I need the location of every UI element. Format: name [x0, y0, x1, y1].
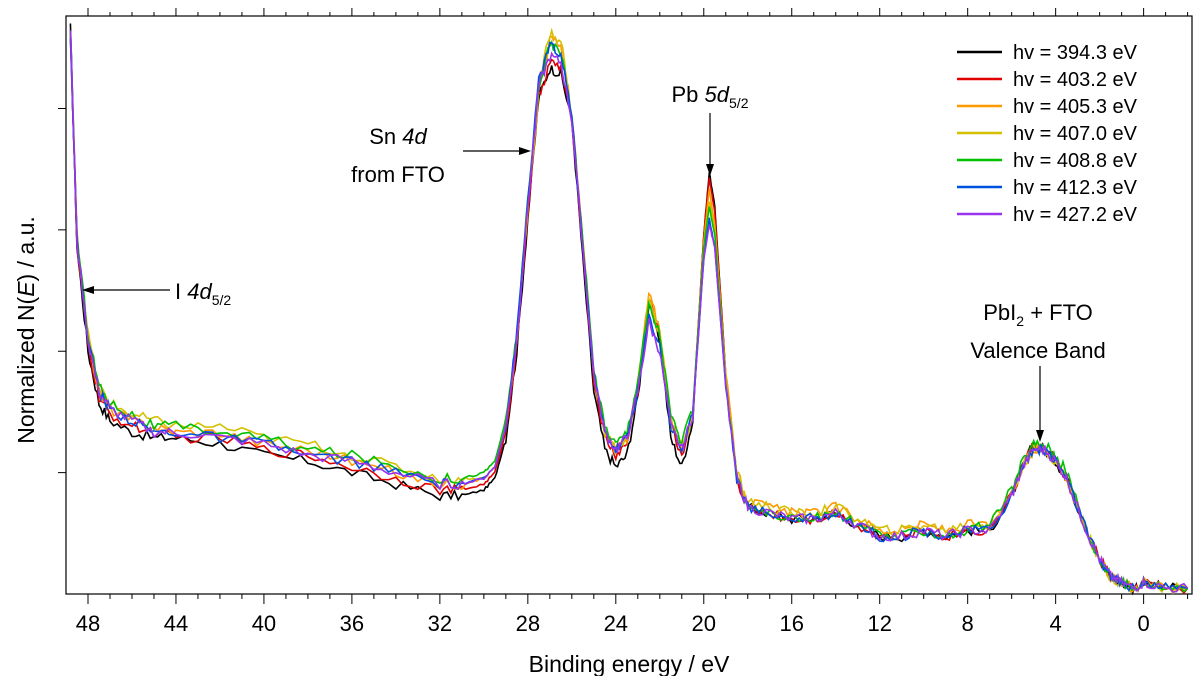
annotation-valence-band: PbI2 + FTO Valence Band — [970, 300, 1105, 442]
x-tick-label: 48 — [76, 611, 100, 636]
x-tick-label: 12 — [867, 611, 891, 636]
y-axis-title: Normalized N(E) / a.u. — [13, 216, 39, 444]
annotation-i-label: I 4d5/2 — [175, 279, 231, 308]
annotation-pb-arrowhead — [706, 164, 714, 176]
x-axis-title: Binding energy / eV — [529, 651, 730, 676]
legend-label: hv = 427.2 eV — [1013, 204, 1138, 226]
legend: hv = 394.3 eV hv = 403.2 eV hv = 405.3 eV h… — [957, 42, 1138, 226]
annotation-sn-line1: Sn 4d — [369, 124, 427, 149]
annotation-sn-line2: from FTO — [351, 162, 445, 187]
x-tick-label: 16 — [780, 611, 804, 636]
x-tick-label: 24 — [604, 611, 628, 636]
legend-label: hv = 412.3 eV — [1013, 177, 1138, 199]
annotation-i-4d: I 4d5/2 — [82, 279, 231, 308]
legend-label: hv = 408.8 eV — [1013, 150, 1138, 172]
legend-label: hv = 405.3 eV — [1013, 96, 1138, 118]
x-tick-label: 40 — [252, 611, 276, 636]
annotation-pb-5d: Pb 5d5/2 — [672, 82, 749, 176]
legend-label: hv = 407.0 eV — [1013, 123, 1138, 145]
annotation-pb-label: Pb 5d5/2 — [672, 82, 749, 111]
x-tick-label: 44 — [164, 611, 188, 636]
legend-label: hv = 403.2 eV — [1013, 69, 1138, 91]
x-tick-label: 20 — [692, 611, 716, 636]
y-axis-ticks — [58, 108, 66, 472]
x-tick-label: 0 — [1137, 611, 1149, 636]
x-tick-label: 32 — [428, 611, 452, 636]
annotation-vb-line1: PbI2 + FTO — [983, 300, 1093, 329]
legend-label: hv = 394.3 eV — [1013, 42, 1138, 64]
annotation-vb-line2: Valence Band — [970, 338, 1105, 363]
annotation-sn-4d: Sn 4d from FTO — [351, 124, 531, 187]
x-tick-label: 4 — [1050, 611, 1062, 636]
x-tick-label: 8 — [962, 611, 974, 636]
annotation-sn-arrowhead — [519, 147, 531, 155]
x-tick-label: 36 — [340, 611, 364, 636]
x-tick-label: 28 — [516, 611, 540, 636]
